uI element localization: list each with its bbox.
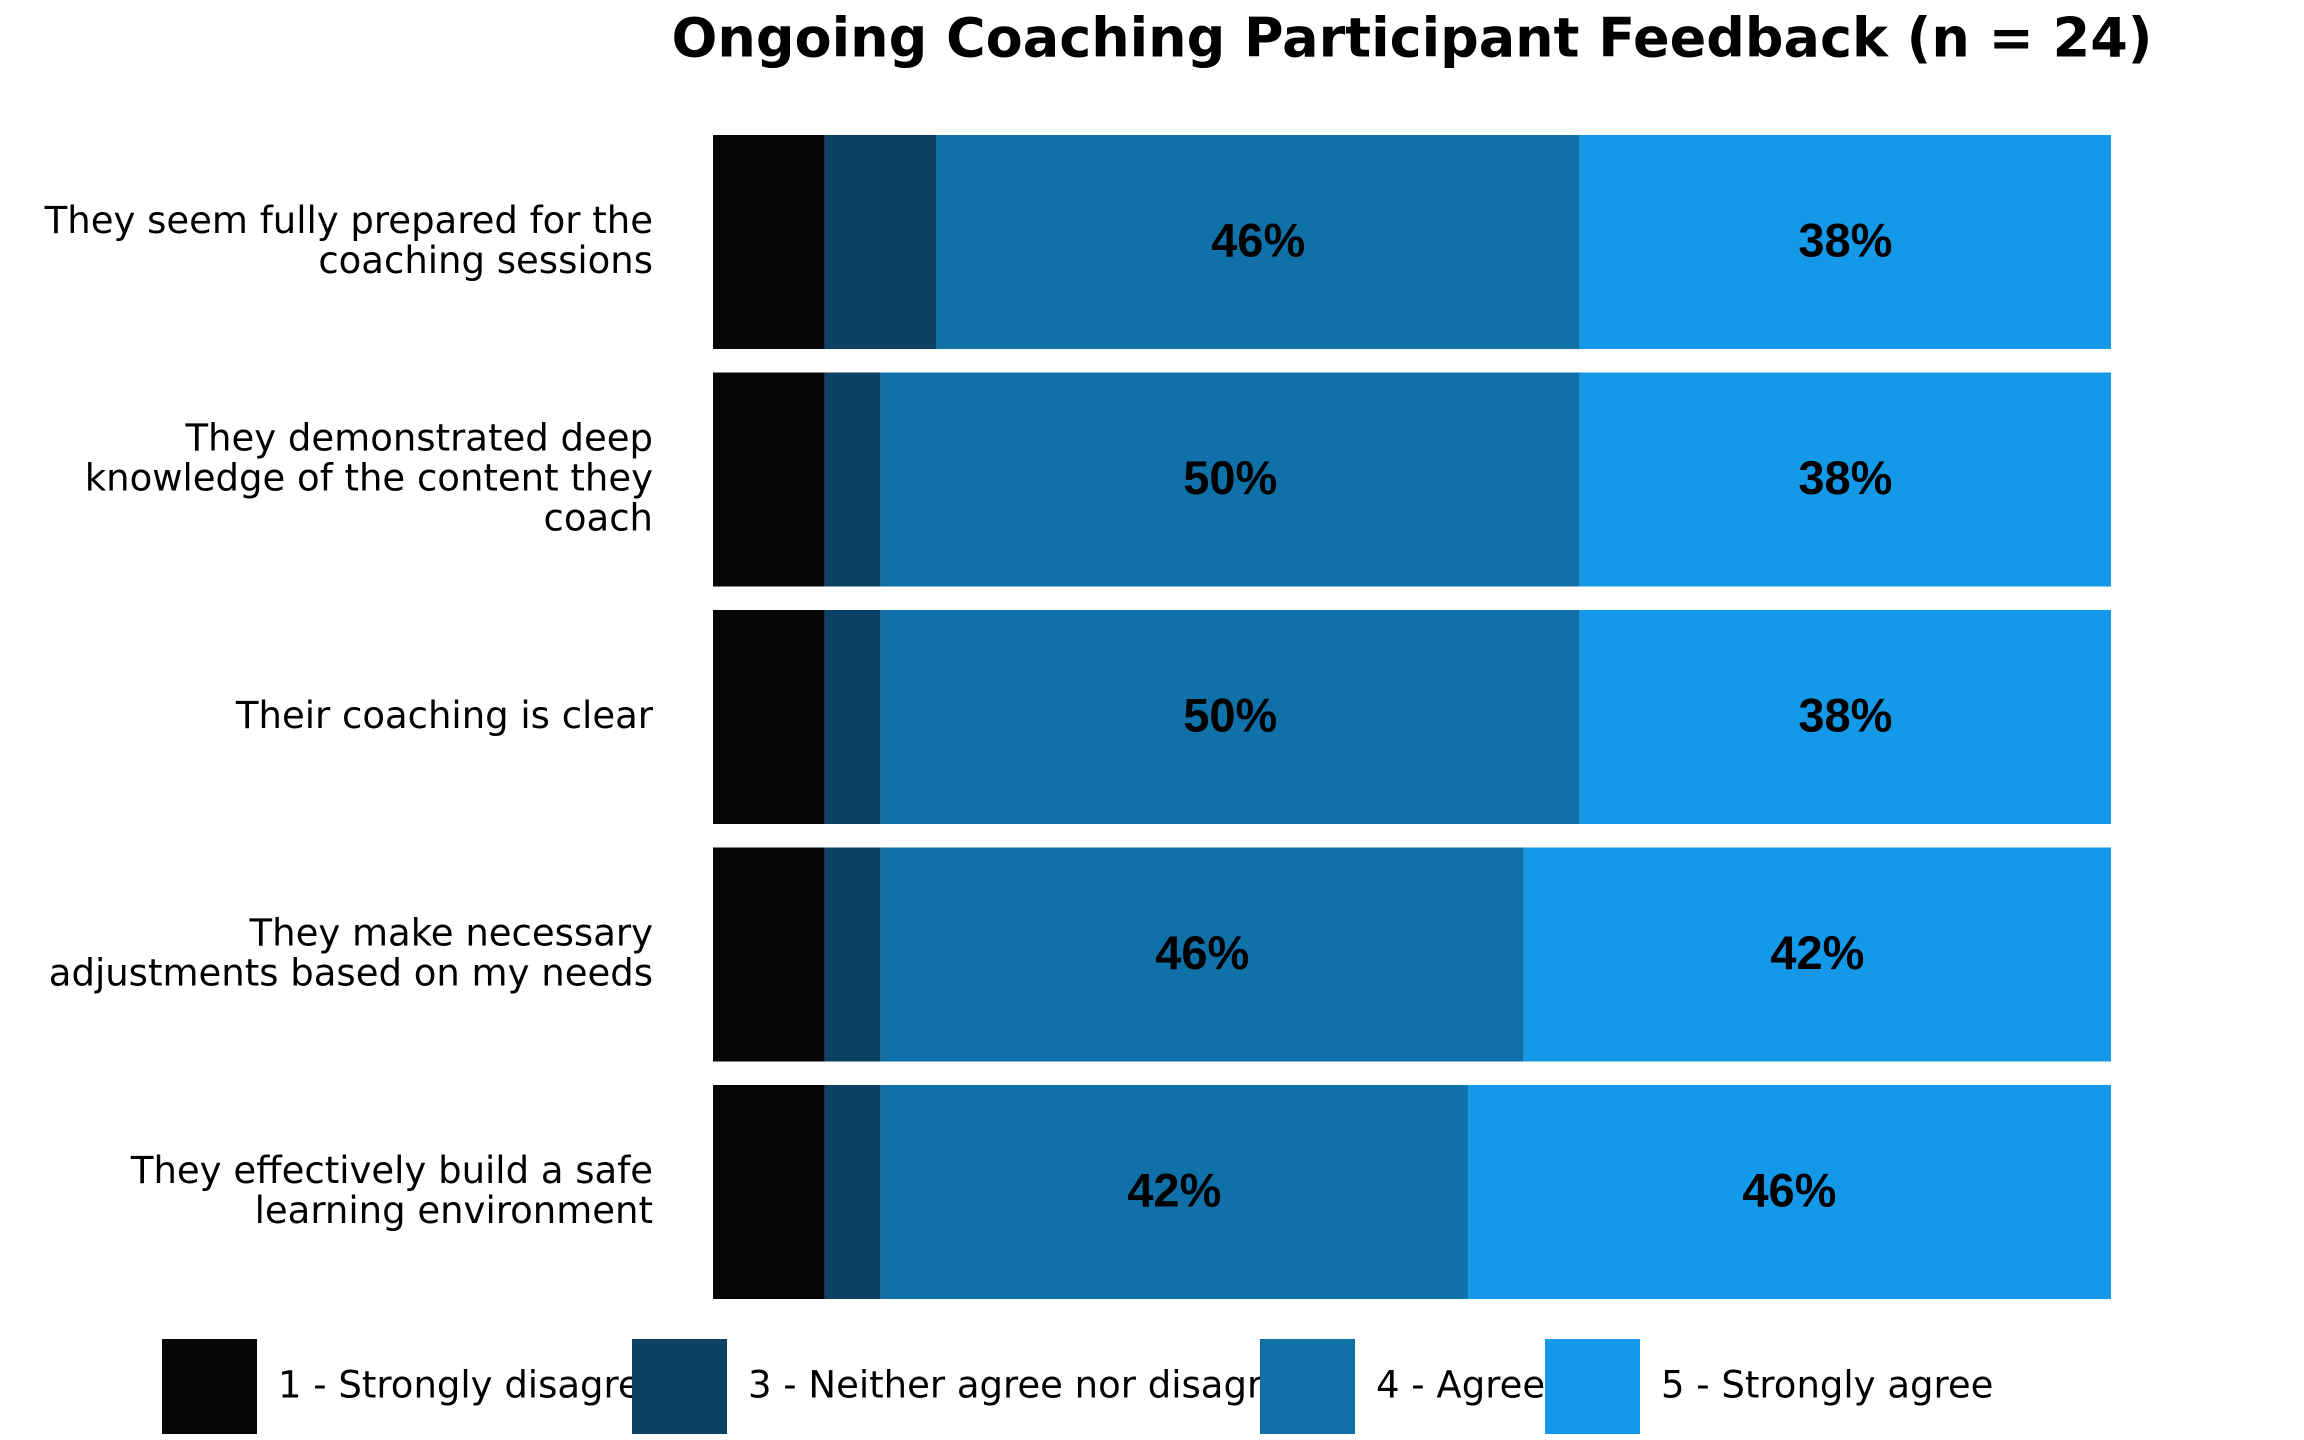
bar-segment (824, 1085, 881, 1299)
value-label: 38% (1798, 451, 1892, 504)
bar-segment (1579, 135, 2111, 349)
legend-swatch (1545, 1339, 1640, 1434)
bar-segment (824, 135, 937, 349)
category-label: Their coaching is clear (235, 694, 654, 737)
bar-segment (880, 610, 1580, 824)
legend-label: 3 - Neither agree nor disagree (748, 1364, 1307, 1407)
legend-swatch (632, 1339, 727, 1434)
value-label: 46% (1742, 1163, 1836, 1216)
bar-segment (1467, 1085, 2111, 1299)
category-label: They make necessary adjustments based on … (49, 911, 653, 994)
bar-segment (1579, 372, 2111, 587)
value-label: 46% (1155, 926, 1249, 979)
legend-swatch (1260, 1339, 1355, 1434)
bar-segment (824, 372, 881, 587)
bar-segment (1579, 610, 2111, 824)
bar-segment (713, 847, 825, 1062)
legend-label: 4 - Agree (1376, 1364, 1545, 1407)
value-label: 38% (1798, 213, 1892, 266)
bar-segment (880, 1085, 1468, 1299)
bar-segment (824, 847, 881, 1062)
value-label: 42% (1770, 926, 1864, 979)
value-label: 38% (1798, 688, 1892, 741)
value-label: 42% (1127, 1163, 1221, 1216)
legend-swatch (162, 1339, 257, 1434)
bar-segment (713, 372, 825, 587)
bar-segment (880, 847, 1524, 1062)
value-label: 50% (1183, 688, 1277, 741)
bar-segment (936, 135, 1580, 349)
value-label: 46% (1211, 213, 1305, 266)
bar-segment (1523, 847, 2111, 1062)
legend-label: 1 - Strongly disagree (278, 1364, 663, 1407)
category-label: They seem fully prepared for the coaching… (44, 199, 653, 282)
bar-segment (713, 610, 825, 824)
category-label: They demonstrated deep knowledge of the c… (85, 416, 653, 539)
value-label: 50% (1183, 451, 1277, 504)
bar-segment (713, 1085, 825, 1299)
bar-segment (880, 372, 1580, 587)
bar-segment (713, 135, 825, 349)
legend-label: 5 - Strongly agree (1661, 1364, 1993, 1407)
chart-title: Ongoing Coaching Participant Feedback (n… (672, 7, 2153, 70)
bar-segment (824, 610, 881, 824)
category-label: They effectively build a safe learning en… (130, 1149, 653, 1232)
